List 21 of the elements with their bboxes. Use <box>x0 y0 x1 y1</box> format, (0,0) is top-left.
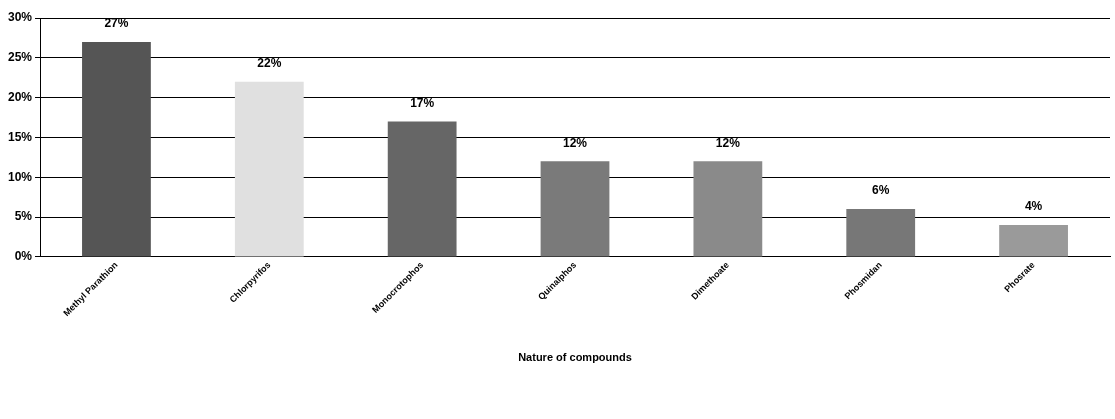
bar <box>387 121 457 257</box>
y-tick-label: 25% <box>7 50 33 65</box>
bar <box>82 41 151 257</box>
y-tick-label: 0% <box>14 249 33 264</box>
bar <box>234 81 304 257</box>
data-label: 6% <box>872 183 890 198</box>
y-tick-label: 10% <box>7 169 33 184</box>
y-tick-label: 15% <box>7 129 33 144</box>
x-axis-title: Nature of compounds <box>518 351 632 364</box>
y-tick-label: 5% <box>14 209 33 224</box>
data-label: 17% <box>410 95 435 110</box>
data-label: 4% <box>1024 199 1043 214</box>
data-label: 12% <box>715 135 741 150</box>
bar <box>693 161 763 257</box>
bar <box>999 225 1068 257</box>
bar <box>540 161 610 257</box>
data-label: 22% <box>257 56 282 71</box>
y-tick-label: 20% <box>7 89 33 104</box>
data-label: 12% <box>562 135 588 150</box>
bar <box>846 209 916 257</box>
y-tick-label: 30% <box>7 10 33 25</box>
